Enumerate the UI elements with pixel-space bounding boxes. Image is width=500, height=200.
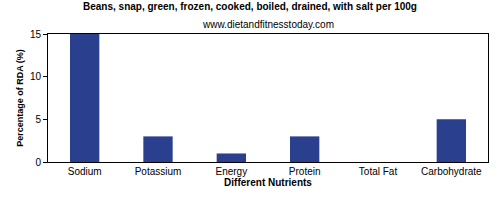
- svg-text:Energy: Energy: [215, 166, 247, 177]
- svg-text:Beans, snap, green, frozen, co: Beans, snap, green, frozen, cooked, boil…: [83, 1, 417, 12]
- svg-text:Protein: Protein: [289, 166, 321, 177]
- svg-text:Total Fat: Total Fat: [359, 166, 398, 177]
- svg-text:15: 15: [30, 29, 42, 40]
- svg-text:www.dietandfitnesstoday.com: www.dietandfitnesstoday.com: [202, 19, 334, 30]
- svg-text:5: 5: [35, 114, 41, 125]
- svg-text:Sodium: Sodium: [68, 166, 102, 177]
- svg-text:Percentage of RDA (%): Percentage of RDA (%): [15, 49, 25, 147]
- svg-text:Different Nutrients: Different Nutrients: [224, 177, 312, 188]
- svg-text:0: 0: [35, 157, 41, 168]
- svg-text:Carbohydrate: Carbohydrate: [421, 166, 482, 177]
- svg-text:Potassium: Potassium: [135, 166, 182, 177]
- svg-text:10: 10: [30, 71, 42, 82]
